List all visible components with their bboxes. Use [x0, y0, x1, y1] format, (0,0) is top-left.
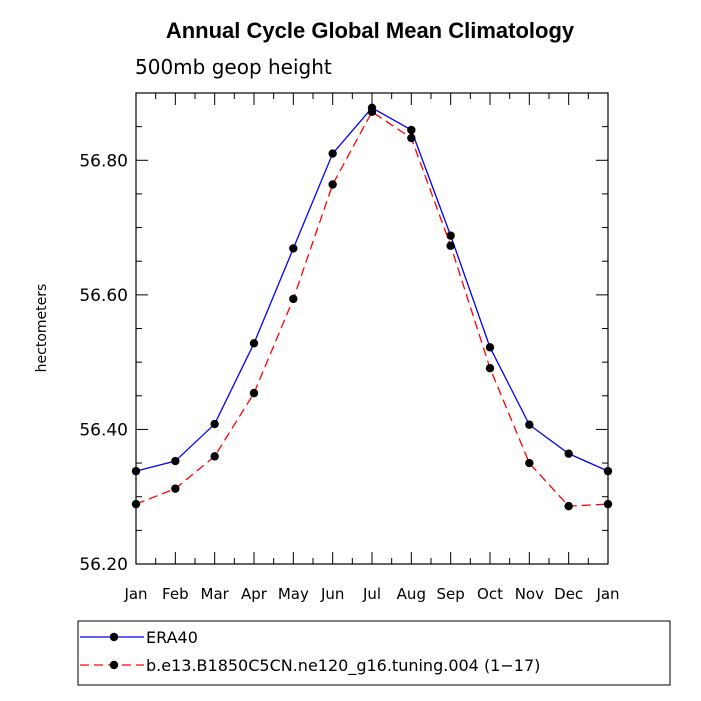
plot-frame — [135, 92, 609, 565]
x-tick-label: May — [278, 585, 309, 603]
data-point — [407, 125, 416, 135]
chart-title: Annual Cycle Global Mean Climatology — [166, 18, 575, 43]
data-point — [525, 458, 534, 468]
data-point — [367, 107, 377, 117]
y-tick-label: 56.80 — [79, 151, 128, 171]
x-tick-label: Sep — [437, 585, 465, 603]
x-tick-label: Dec — [554, 585, 583, 603]
legend-label-2: b.e13.B1850C5CN.ne120_g16.tuning.004 (1−… — [146, 656, 540, 676]
x-tick-label: Oct — [477, 585, 503, 603]
y-tick-label: 56.60 — [79, 286, 128, 306]
data-point — [564, 501, 573, 511]
data-point — [131, 499, 141, 509]
data-point — [603, 466, 613, 476]
x-tick-label: Feb — [162, 585, 189, 603]
legend-marker-1 — [109, 632, 119, 642]
data-point — [603, 499, 613, 509]
data-point — [171, 484, 180, 493]
y-axis-label: hectometers — [34, 284, 50, 373]
data-point — [485, 343, 495, 352]
legend: ERA40 b.e13.B1850C5CN.ne120_g16.tuning.00… — [77, 620, 671, 686]
data-point — [328, 149, 337, 158]
x-tick-label: Jul — [362, 585, 381, 603]
data-point — [210, 419, 219, 429]
data-point — [289, 294, 298, 304]
legend-label-1: ERA40 — [146, 628, 198, 647]
x-tick-label: Jun — [320, 585, 344, 603]
x-tick-label: Mar — [201, 585, 230, 603]
series-layer — [131, 103, 613, 511]
x-tick-label: Aug — [397, 585, 426, 603]
data-point — [485, 363, 495, 373]
legend-box — [77, 620, 671, 686]
data-point — [407, 133, 416, 143]
data-point — [446, 241, 455, 250]
data-point — [328, 180, 337, 189]
x-tick-label: Jan — [595, 585, 619, 603]
data-point — [289, 244, 298, 253]
chart-subtitle: 500mb geop height — [135, 55, 332, 79]
x-tick-label: Nov — [515, 585, 544, 603]
x-tick-label: Apr — [241, 585, 268, 603]
series-line-2 — [135, 110, 609, 507]
x-tick-label: Jan — [123, 585, 147, 603]
axes: 56.20 56.40 56.60 56.80 Jan Feb Mar Apr May Jun Ju… — [79, 92, 620, 603]
series-line-1 — [135, 106, 609, 472]
data-point — [131, 466, 141, 476]
y-tick-label: 56.20 — [79, 555, 128, 575]
data-point — [210, 452, 219, 461]
data-point — [525, 420, 534, 429]
y-tick-label: 56.40 — [79, 420, 128, 440]
legend-marker-2 — [109, 660, 119, 670]
data-point — [249, 388, 259, 398]
data-point — [171, 456, 180, 466]
data-point — [564, 449, 573, 458]
data-point — [249, 339, 259, 348]
data-point — [446, 231, 455, 240]
